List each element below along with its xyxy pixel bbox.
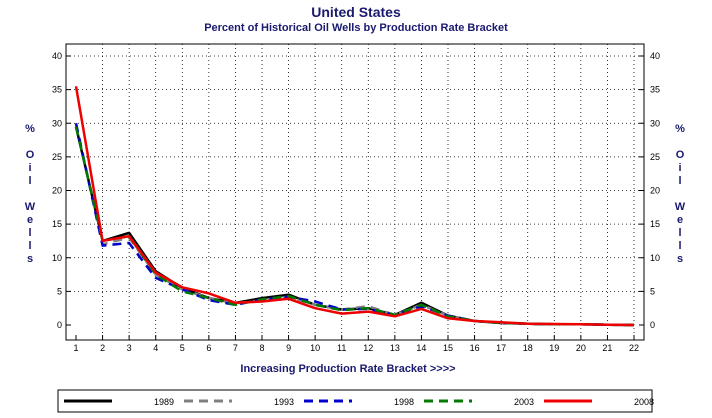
- y-tick-label-right: 35: [650, 85, 660, 95]
- legend-box: [57, 389, 653, 413]
- y-tick-label-right: 40: [650, 51, 660, 61]
- chart-subtitle: Percent of Historical Oil Wells by Produ…: [204, 22, 508, 34]
- y-axis-label-char: l: [678, 240, 681, 252]
- x-axis-label: Increasing Production Rate Bracket >>>>: [240, 363, 455, 375]
- y-tick-label-right: 5: [650, 286, 655, 296]
- x-tick-label: 1: [73, 343, 78, 353]
- y-axis-label-char: l: [678, 175, 681, 187]
- y-axis-label-char: %: [675, 123, 685, 135]
- y-tick-label-right: 30: [650, 118, 660, 128]
- x-tick-label: 13: [390, 343, 400, 353]
- plot-frame: [65, 43, 645, 341]
- y-axis-label-char: l: [28, 227, 31, 239]
- y-tick-label-left: 20: [52, 186, 62, 196]
- y-axis-label-char: s: [677, 253, 683, 265]
- x-tick-label: 19: [549, 343, 559, 353]
- axis-layer: 1 2 3 4 5 6 7 8 9 10 11 12 13 14 15 16 17 18 19 20 21 220 05 51…: [52, 51, 660, 353]
- x-tick-label: 2: [100, 343, 105, 353]
- legend-label-1993: 1993: [274, 397, 294, 407]
- y-tick-label-left: 0: [57, 320, 62, 330]
- x-tick-label: 10: [310, 343, 320, 353]
- x-tick-label: 22: [629, 343, 639, 353]
- y-axis-label-char: i: [28, 162, 31, 174]
- y-tick-label-left: 25: [52, 152, 62, 162]
- y-axis-label-char: O: [26, 149, 35, 161]
- y-tick-label-right: 20: [650, 186, 660, 196]
- x-tick-label: 3: [127, 343, 132, 353]
- series-line-2008: [74, 86, 635, 327]
- y-tick-label-left: 35: [52, 85, 62, 95]
- x-tick-label: 18: [523, 343, 533, 353]
- y-tick-label-left: 40: [52, 51, 62, 61]
- legend-label-1998: 1998: [394, 397, 414, 407]
- legend-label-2003: 2003: [514, 397, 534, 407]
- x-tick-label: 15: [443, 343, 453, 353]
- x-tick-label: 11: [337, 343, 346, 353]
- y-axis-label-char: l: [28, 240, 31, 252]
- legend-label-1989: 1989: [154, 397, 174, 407]
- y-tick-label-left: 15: [52, 219, 62, 229]
- y-tick-label-right: 15: [650, 219, 660, 229]
- y-axis-label-char: %: [25, 123, 35, 135]
- y-tick-label-right: 25: [650, 152, 660, 162]
- y-axis-label-char: i: [678, 162, 681, 174]
- chart-title: United States: [311, 4, 401, 20]
- x-tick-label: 16: [470, 343, 480, 353]
- y-tick-label-right: 0: [650, 320, 655, 330]
- x-tick-label: 6: [206, 343, 211, 353]
- y-tick-label-left: 30: [52, 118, 62, 128]
- y-tick-label-left: 10: [52, 253, 62, 263]
- x-tick-label: 5: [180, 343, 185, 353]
- series-line-1993: [74, 123, 635, 327]
- x-tick-label: 8: [259, 343, 264, 353]
- y-tick-label-right: 10: [650, 253, 660, 263]
- series-layer: [74, 86, 635, 327]
- x-tick-label: 21: [602, 343, 612, 353]
- grid-layer: [66, 44, 644, 340]
- x-tick-label: 4: [153, 343, 158, 353]
- y-tick-label-left: 5: [57, 286, 62, 296]
- x-tick-label: 9: [286, 343, 291, 353]
- series-line-1989: [74, 126, 635, 327]
- legend-label-2008: 2008: [634, 397, 654, 407]
- legend: 1989 1993 1998 2003 2008: [64, 397, 654, 407]
- y-axis-label-char: l: [678, 227, 681, 239]
- x-tick-label: 12: [363, 343, 373, 353]
- y-axis-label-char: e: [677, 214, 683, 226]
- y-axis-label-char: e: [27, 214, 33, 226]
- x-tick-label: 14: [416, 343, 426, 353]
- x-tick-label: 7: [233, 343, 238, 353]
- series-line-2003: [74, 126, 635, 327]
- y-axis-label-char: l: [28, 175, 31, 187]
- x-tick-label: 20: [576, 343, 586, 353]
- y-axis-label-char: O: [676, 149, 685, 161]
- y-axis-label-char: W: [675, 201, 686, 213]
- x-tick-label: 17: [496, 343, 506, 353]
- y-axis-label-char: W: [25, 201, 36, 213]
- y-axis-label-char: s: [27, 253, 33, 265]
